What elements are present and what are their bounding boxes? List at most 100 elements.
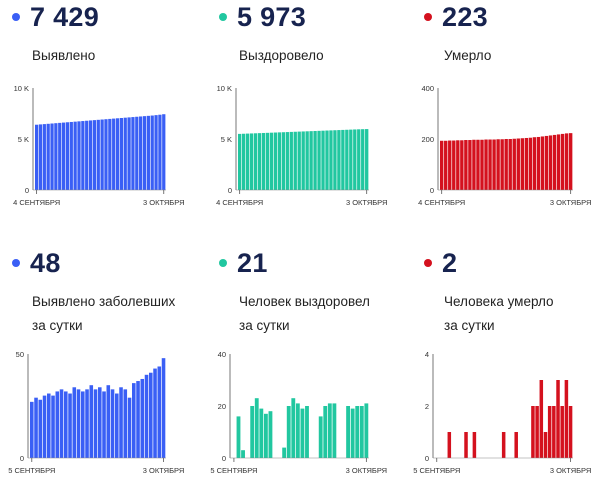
bar [520, 138, 524, 190]
y-tick-label: 5 K [18, 135, 29, 144]
bar [456, 140, 460, 190]
bar [132, 383, 136, 458]
bar [140, 378, 145, 458]
bar [108, 118, 112, 190]
bar [300, 408, 305, 458]
y-tick-label: 0 [430, 186, 434, 195]
bar [309, 131, 313, 190]
bar [560, 406, 564, 458]
bar [468, 140, 472, 190]
y-tick-label: 0 [222, 454, 226, 463]
bar [142, 116, 147, 190]
bar [472, 432, 477, 458]
bar [136, 381, 140, 458]
red-dot-icon [424, 259, 432, 267]
bar [540, 136, 545, 190]
daily-recovered-count: 21 [237, 247, 268, 278]
bar [556, 134, 561, 190]
y-tick-label: 20 [218, 402, 226, 411]
bar [76, 389, 81, 458]
x-tick-label: 5 СЕНТЯБРЯ [210, 466, 257, 475]
bar [100, 119, 104, 190]
bar [144, 374, 149, 458]
bar [47, 393, 51, 458]
bar [350, 408, 355, 458]
bar [544, 135, 549, 190]
bar [46, 123, 50, 190]
bar [58, 122, 62, 190]
bar [345, 129, 349, 190]
daily-detected-count: 48 [30, 247, 61, 278]
bar [123, 117, 127, 190]
bar [508, 139, 512, 190]
bar [560, 133, 565, 190]
bar [85, 120, 89, 190]
bar [564, 133, 569, 190]
bar [161, 358, 166, 458]
bar [464, 140, 468, 190]
bar [321, 130, 325, 190]
x-tick-label: 3 ОКТЯБРЯ [550, 198, 591, 207]
y-tick-label: 10 K [14, 84, 29, 93]
bar [440, 140, 444, 190]
daily-deaths-count: 2 [442, 247, 458, 278]
bar [329, 130, 333, 190]
bar [349, 129, 353, 190]
bar [157, 366, 162, 458]
bar [65, 122, 70, 190]
bar [245, 133, 250, 190]
y-tick-label: 0 [20, 454, 24, 463]
y-tick-label: 10 K [217, 84, 232, 93]
bar [500, 139, 504, 190]
y-tick-label: 0 [228, 186, 232, 195]
bar [472, 139, 476, 190]
bar [277, 132, 282, 190]
bar [241, 450, 245, 458]
bar [305, 131, 309, 190]
bar [448, 140, 452, 190]
bar [119, 117, 123, 190]
y-tick-label: 5 K [221, 135, 232, 144]
bar [535, 406, 539, 458]
bar [327, 403, 332, 458]
bar [88, 120, 93, 190]
bar [55, 391, 60, 458]
bar [68, 393, 72, 458]
blue-dot-icon [12, 259, 20, 267]
bar [353, 129, 357, 190]
bar [548, 135, 553, 190]
recovered-label: Выздоровело [239, 48, 324, 63]
bar [337, 130, 341, 190]
bar [357, 129, 361, 190]
daily-recovered-label: Человек выздоровел за сутки [239, 294, 370, 333]
x-tick-label: 4 СЕНТЯБРЯ [418, 198, 465, 207]
bar [131, 117, 135, 190]
bar [38, 399, 43, 458]
bar [325, 130, 329, 190]
bar [332, 403, 337, 458]
bar [69, 121, 73, 190]
bar [154, 115, 158, 190]
bar [158, 114, 162, 190]
bar [531, 406, 535, 458]
bar [323, 406, 328, 458]
bar [123, 389, 128, 458]
bar [556, 380, 560, 458]
bar [568, 133, 573, 190]
bar [135, 116, 139, 190]
bar [282, 447, 287, 458]
x-tick-label: 4 СЕНТЯБРЯ [13, 198, 60, 207]
bar [289, 131, 293, 190]
bar [564, 380, 569, 458]
bar [127, 397, 132, 458]
deaths-label: Умерло [444, 48, 492, 63]
bar [269, 132, 274, 190]
bar [496, 139, 500, 190]
y-tick-label: 4 [425, 350, 429, 359]
bar [464, 432, 468, 458]
bar [89, 385, 94, 458]
bar [460, 140, 464, 190]
